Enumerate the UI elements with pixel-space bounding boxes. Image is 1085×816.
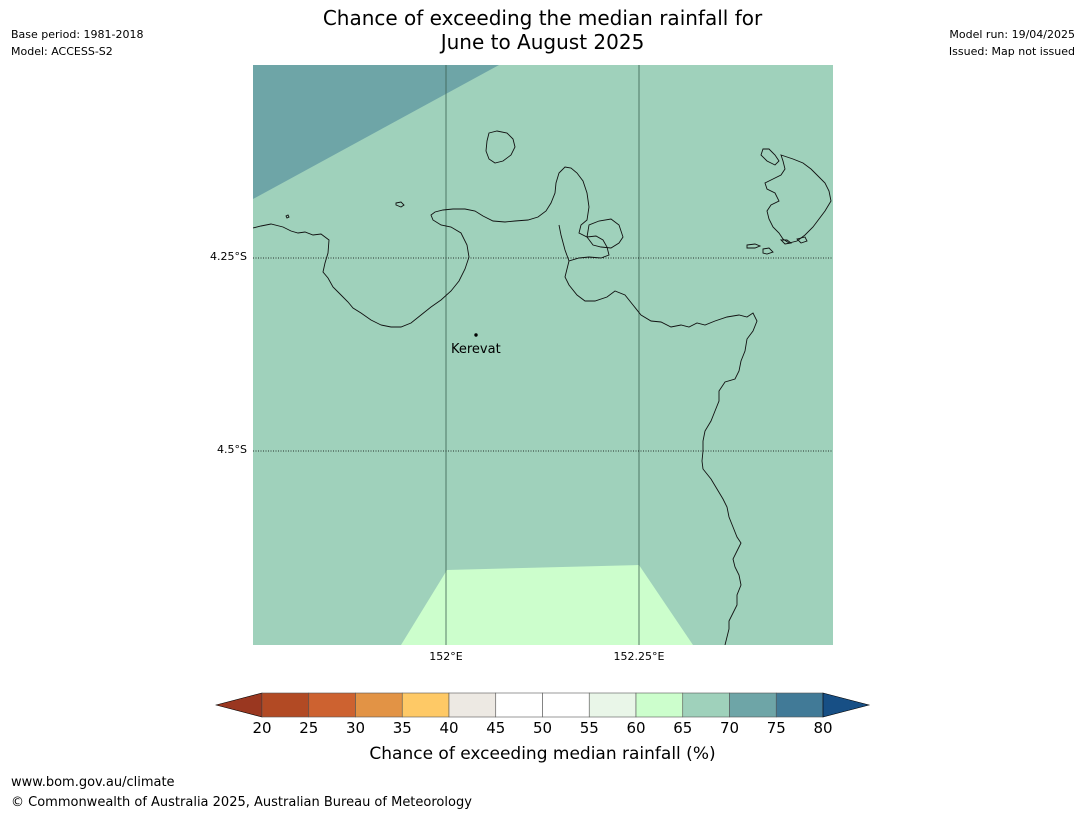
colorbar-tick-label: 30 xyxy=(345,719,366,737)
base-period: Base period: 1981-2018 xyxy=(11,28,144,41)
colorbar-segment xyxy=(542,692,590,718)
colorbar-tick-label: 40 xyxy=(439,719,459,737)
colorbar-tick-label: 45 xyxy=(486,719,506,737)
colorbar-tick-label: 70 xyxy=(719,719,740,737)
lat-label-4-5: 4.5°S xyxy=(217,443,247,456)
colorbar-tick-label: 80 xyxy=(813,719,833,737)
colorbar-segment xyxy=(448,692,497,718)
model-run: Model run: 19/04/2025 xyxy=(949,28,1075,41)
colorbar-title: Chance of exceeding median rainfall (%) xyxy=(369,744,716,764)
map-title: Chance of exceeding the median rainfall … xyxy=(0,6,1085,54)
colorbar-segment xyxy=(495,692,543,718)
region-65-70 xyxy=(253,65,833,645)
colorbar-segment xyxy=(588,692,637,718)
coastline xyxy=(253,130,832,645)
colorbar-tick-label: 75 xyxy=(766,719,786,737)
region-60-65 xyxy=(401,565,693,645)
rainfall-map xyxy=(253,65,833,645)
lat-label-4-25: 4.25°S xyxy=(210,250,247,263)
lon-label-152-25: 152.25°E xyxy=(613,650,665,663)
colorbar-segment xyxy=(635,692,684,718)
lon-label-152: 152°E xyxy=(429,650,463,663)
colorbar-segment xyxy=(355,692,403,718)
colorbar-tick-label: 20 xyxy=(252,719,272,737)
colorbar-under-arrow xyxy=(215,692,263,718)
colorbar-tick-label: 25 xyxy=(299,719,319,737)
place-label-kerevat: Kerevat xyxy=(451,342,501,357)
kerevat-marker xyxy=(474,333,478,337)
colorbar-segment xyxy=(401,692,450,718)
colorbar-tick-label: 55 xyxy=(579,719,599,737)
colorbar-segment xyxy=(682,692,730,718)
colorbar-segment xyxy=(308,692,356,718)
colorbar-tick-label: 50 xyxy=(532,719,553,737)
colorbar-segment xyxy=(729,692,777,718)
issued-status: Issued: Map not issued xyxy=(948,45,1075,58)
colorbar-tick-label: 60 xyxy=(626,719,646,737)
colorbar-segment xyxy=(775,692,824,718)
title-line-1: Chance of exceeding the median rainfall … xyxy=(322,6,763,30)
header-right: Model run: 19/04/2025 Issued: Map not is… xyxy=(949,26,1075,60)
footer-website: www.bom.gov.au/climate xyxy=(11,775,175,790)
colorbar-over-arrow xyxy=(822,692,871,718)
colorbar-segments xyxy=(261,692,824,718)
footer-copyright: © Commonwealth of Australia 2025, Austra… xyxy=(11,795,472,810)
header-left: Base period: 1981-2018 Model: ACCESS-S2 xyxy=(11,26,143,60)
colorbar-tick-label: 35 xyxy=(392,719,412,737)
model-name: Model: ACCESS-S2 xyxy=(11,45,113,58)
colorbar xyxy=(215,692,871,718)
title-line-2: June to August 2025 xyxy=(440,30,645,54)
colorbar-tick-label: 65 xyxy=(673,719,693,737)
region-70-75 xyxy=(253,65,499,199)
colorbar-segment xyxy=(261,692,310,718)
